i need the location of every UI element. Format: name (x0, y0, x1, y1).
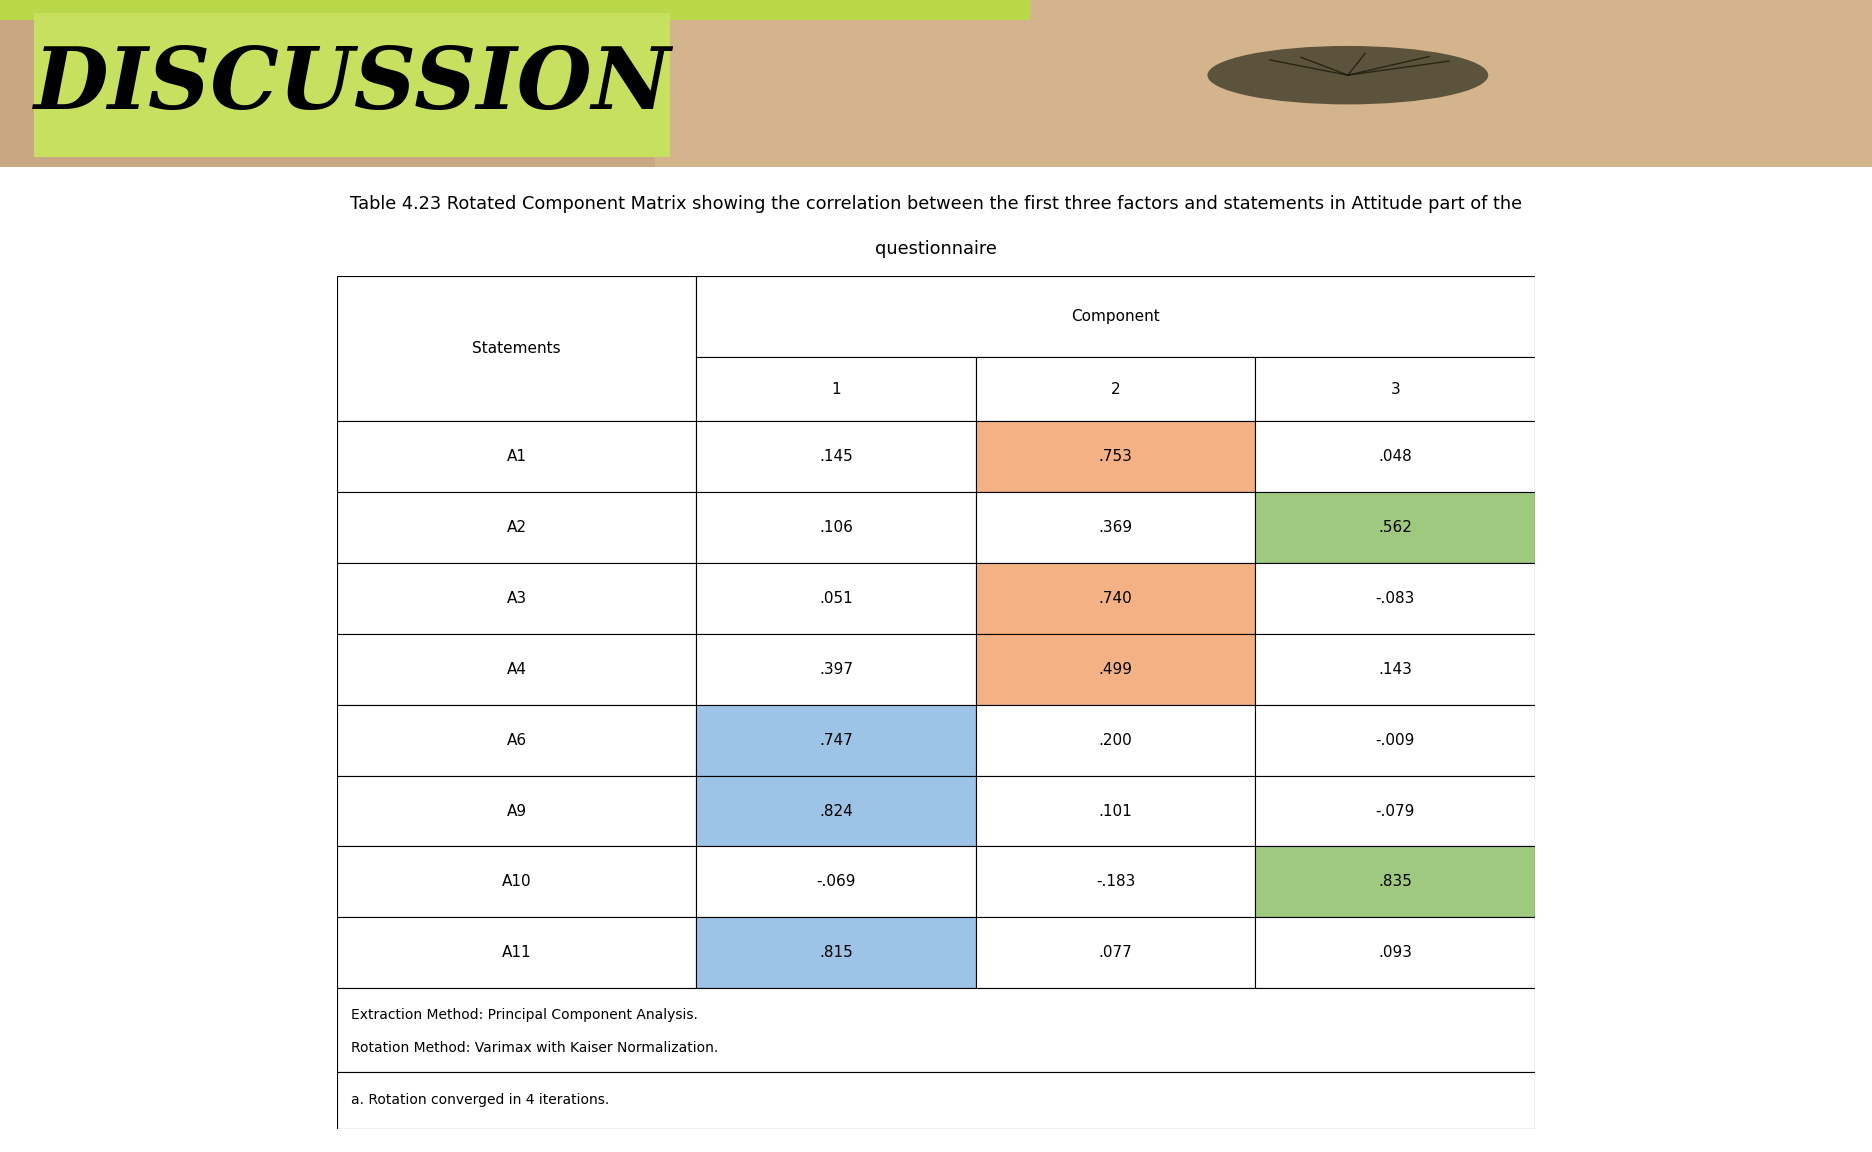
Bar (337, 775, 696, 847)
Bar (337, 634, 696, 705)
Text: A2: A2 (507, 520, 526, 535)
Bar (696, 276, 1535, 357)
Bar (0, 0, 1030, 20)
Text: .093: .093 (1378, 946, 1411, 961)
Text: .835: .835 (1378, 874, 1411, 889)
Bar (696, 917, 975, 988)
Bar (696, 422, 975, 492)
Bar (696, 847, 975, 917)
Bar (696, 634, 975, 705)
Bar (975, 422, 1256, 492)
Text: .824: .824 (820, 803, 854, 819)
Bar (1256, 563, 1535, 634)
Text: -.083: -.083 (1376, 591, 1415, 606)
Bar (975, 634, 1256, 705)
Bar (975, 357, 1256, 422)
Bar (696, 563, 975, 634)
Bar (655, 0, 1872, 167)
Bar (1256, 492, 1535, 563)
Text: .101: .101 (1099, 803, 1133, 819)
Bar (975, 917, 1256, 988)
Text: .369: .369 (1099, 520, 1133, 535)
Bar (34, 14, 670, 157)
Text: -.183: -.183 (1095, 874, 1136, 889)
Text: .753: .753 (1099, 449, 1133, 464)
Text: .106: .106 (820, 520, 854, 535)
Bar (337, 492, 696, 563)
Text: Extraction Method: Principal Component Analysis.: Extraction Method: Principal Component A… (352, 1008, 698, 1022)
Text: 1: 1 (831, 381, 841, 396)
Bar (1256, 705, 1535, 775)
Text: .200: .200 (1099, 733, 1133, 748)
Text: a. Rotation converged in 4 iterations.: a. Rotation converged in 4 iterations. (352, 1093, 610, 1107)
Bar (337, 276, 696, 422)
Bar (696, 705, 975, 775)
Bar (1256, 917, 1535, 988)
Ellipse shape (1207, 46, 1488, 105)
Text: A4: A4 (507, 661, 526, 676)
Text: .499: .499 (1099, 661, 1133, 676)
Bar (337, 847, 696, 917)
Bar (975, 847, 1256, 917)
Bar (975, 492, 1256, 563)
Text: A9: A9 (507, 803, 526, 819)
Bar (1256, 634, 1535, 705)
Text: A10: A10 (502, 874, 532, 889)
Bar (337, 917, 696, 988)
Text: -.079: -.079 (1376, 803, 1415, 819)
Text: .747: .747 (820, 733, 854, 748)
Text: A3: A3 (507, 591, 526, 606)
Text: Rotation Method: Varimax with Kaiser Normalization.: Rotation Method: Varimax with Kaiser Nor… (352, 1041, 719, 1055)
Text: A6: A6 (507, 733, 526, 748)
Bar (696, 492, 975, 563)
Text: .051: .051 (820, 591, 854, 606)
Text: .397: .397 (820, 661, 854, 676)
Text: Table 4.23 Rotated Component Matrix showing the correlation between the first th: Table 4.23 Rotated Component Matrix show… (350, 196, 1522, 213)
Bar (337, 422, 696, 492)
Text: .145: .145 (820, 449, 854, 464)
Text: -.069: -.069 (816, 874, 856, 889)
Text: questionnaire: questionnaire (874, 241, 998, 258)
Bar (975, 705, 1256, 775)
Bar (1256, 357, 1535, 422)
Text: .143: .143 (1378, 661, 1411, 676)
Bar (696, 357, 975, 422)
Text: 2: 2 (1110, 381, 1121, 396)
Text: A11: A11 (502, 946, 532, 961)
Bar (1256, 775, 1535, 847)
Text: A1: A1 (507, 449, 526, 464)
Bar (337, 988, 1535, 1071)
Bar (975, 563, 1256, 634)
Text: -.009: -.009 (1376, 733, 1415, 748)
Text: .740: .740 (1099, 591, 1133, 606)
Text: Component: Component (1071, 310, 1161, 325)
Text: .562: .562 (1378, 520, 1411, 535)
Bar (337, 705, 696, 775)
Text: DISCUSSION: DISCUSSION (34, 44, 670, 127)
Text: Statements: Statements (472, 341, 562, 356)
Text: .815: .815 (820, 946, 854, 961)
Bar (1256, 847, 1535, 917)
Bar (1256, 422, 1535, 492)
Bar (337, 1071, 1535, 1129)
Bar (975, 775, 1256, 847)
Text: .077: .077 (1099, 946, 1133, 961)
Text: .048: .048 (1378, 449, 1411, 464)
Bar (696, 775, 975, 847)
Text: 3: 3 (1391, 381, 1400, 396)
Bar (337, 563, 696, 634)
